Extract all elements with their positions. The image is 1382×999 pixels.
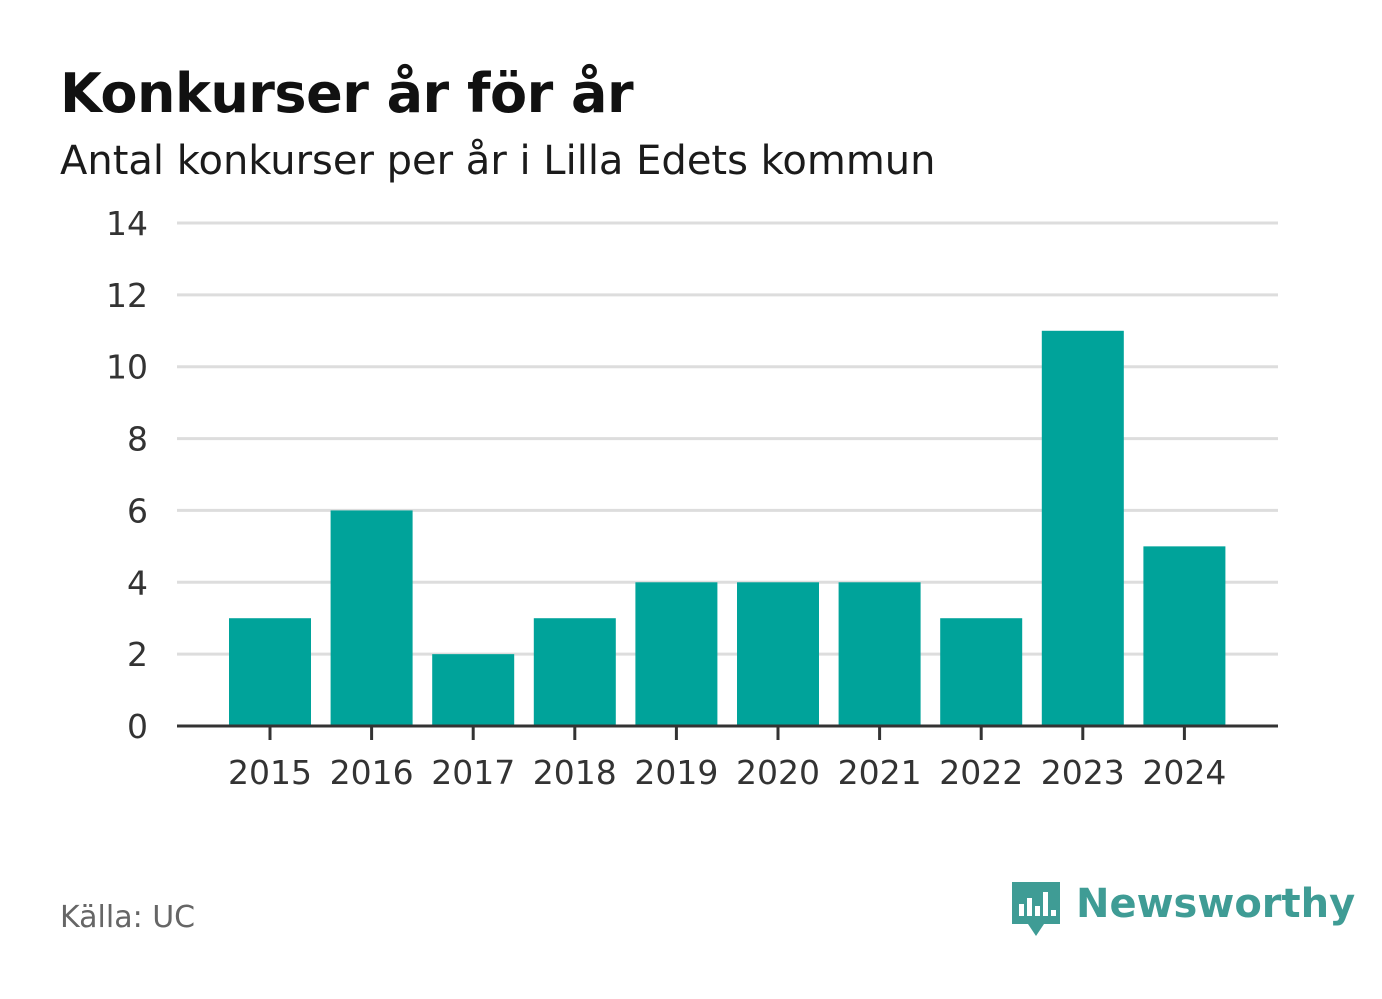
x-tick-label: 2021	[838, 753, 922, 792]
x-tick-label: 2016	[330, 753, 414, 792]
bar-2024	[1143, 546, 1226, 726]
chart-title: Konkurser år för år	[60, 62, 634, 125]
y-tick-label: 0	[127, 707, 148, 746]
y-tick-label: 4	[127, 563, 148, 602]
bar-2021	[838, 582, 921, 726]
bar-2019	[635, 582, 718, 726]
bar-chart-speech-bubble-icon	[1012, 882, 1060, 936]
bar-2020	[737, 582, 819, 726]
bars	[229, 330, 1226, 726]
newsworthy-logo: Newsworthy	[1010, 878, 1355, 938]
bar-2016	[330, 510, 413, 726]
x-tick-label: 2023	[1041, 753, 1125, 792]
source-note: Källa: UC	[60, 900, 196, 935]
y-tick-label: 12	[106, 276, 148, 315]
x-tick-label: 2015	[228, 753, 312, 792]
bar-2022	[940, 618, 1023, 726]
y-tick-label: 8	[127, 420, 148, 459]
y-tick-label: 2	[127, 635, 148, 674]
y-tick-label: 10	[106, 348, 148, 387]
chart-subtitle: Antal konkurser per år i Lilla Edets kom…	[60, 138, 936, 184]
y-tick-label: 14	[106, 204, 148, 243]
axes	[177, 724, 1278, 740]
bar-2023	[1041, 330, 1124, 726]
tick-labels: 0 2 4 6 8 10 12 14 2015 2016 2017 2018 2019 2020 2021 2…	[106, 204, 1226, 792]
x-tick-label: 2018	[533, 753, 617, 792]
bar-2017	[432, 654, 515, 726]
x-tick-label: 2017	[431, 753, 515, 792]
x-tick-label: 2019	[634, 753, 718, 792]
x-tick-label: 2020	[736, 753, 820, 792]
y-tick-label: 6	[127, 491, 148, 530]
x-tick-label: 2022	[939, 753, 1023, 792]
brand-name: Newsworthy	[1076, 881, 1356, 927]
x-tick-label: 2024	[1142, 753, 1226, 792]
bar-2018	[533, 618, 616, 726]
bar-2015	[229, 618, 311, 726]
